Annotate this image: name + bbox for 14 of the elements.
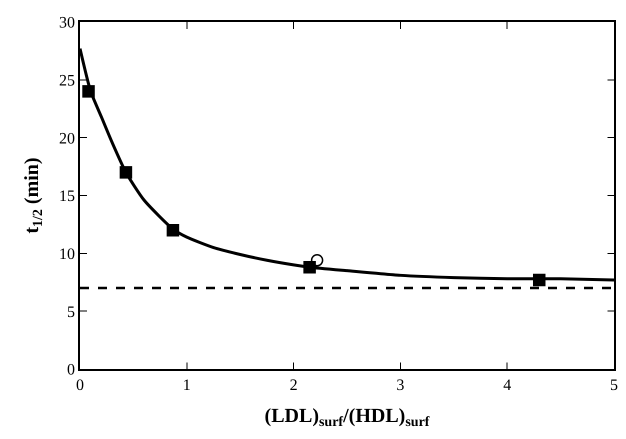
y-tick-label: 20 [59,130,76,148]
x-tick-label: 3 [396,376,404,394]
y-tick-label: 10 [59,246,76,263]
x-tick-label: 4 [503,376,512,394]
point [310,254,324,267]
y-tick-label: 30 [59,14,76,32]
x-tick-label: 1 [182,376,191,394]
y-tick-label: 0 [67,362,76,379]
x-tick-label: 2 [290,376,298,394]
x-axis-title: (LDL)$_{surf}$/(HDL)$_{surf}$ [264,404,430,430]
x-tick-label: 5 [610,376,618,394]
y-tick-label: 15 [59,188,76,206]
y-tick-label: 5 [67,304,76,321]
y-tick-label: 25 [59,72,76,90]
